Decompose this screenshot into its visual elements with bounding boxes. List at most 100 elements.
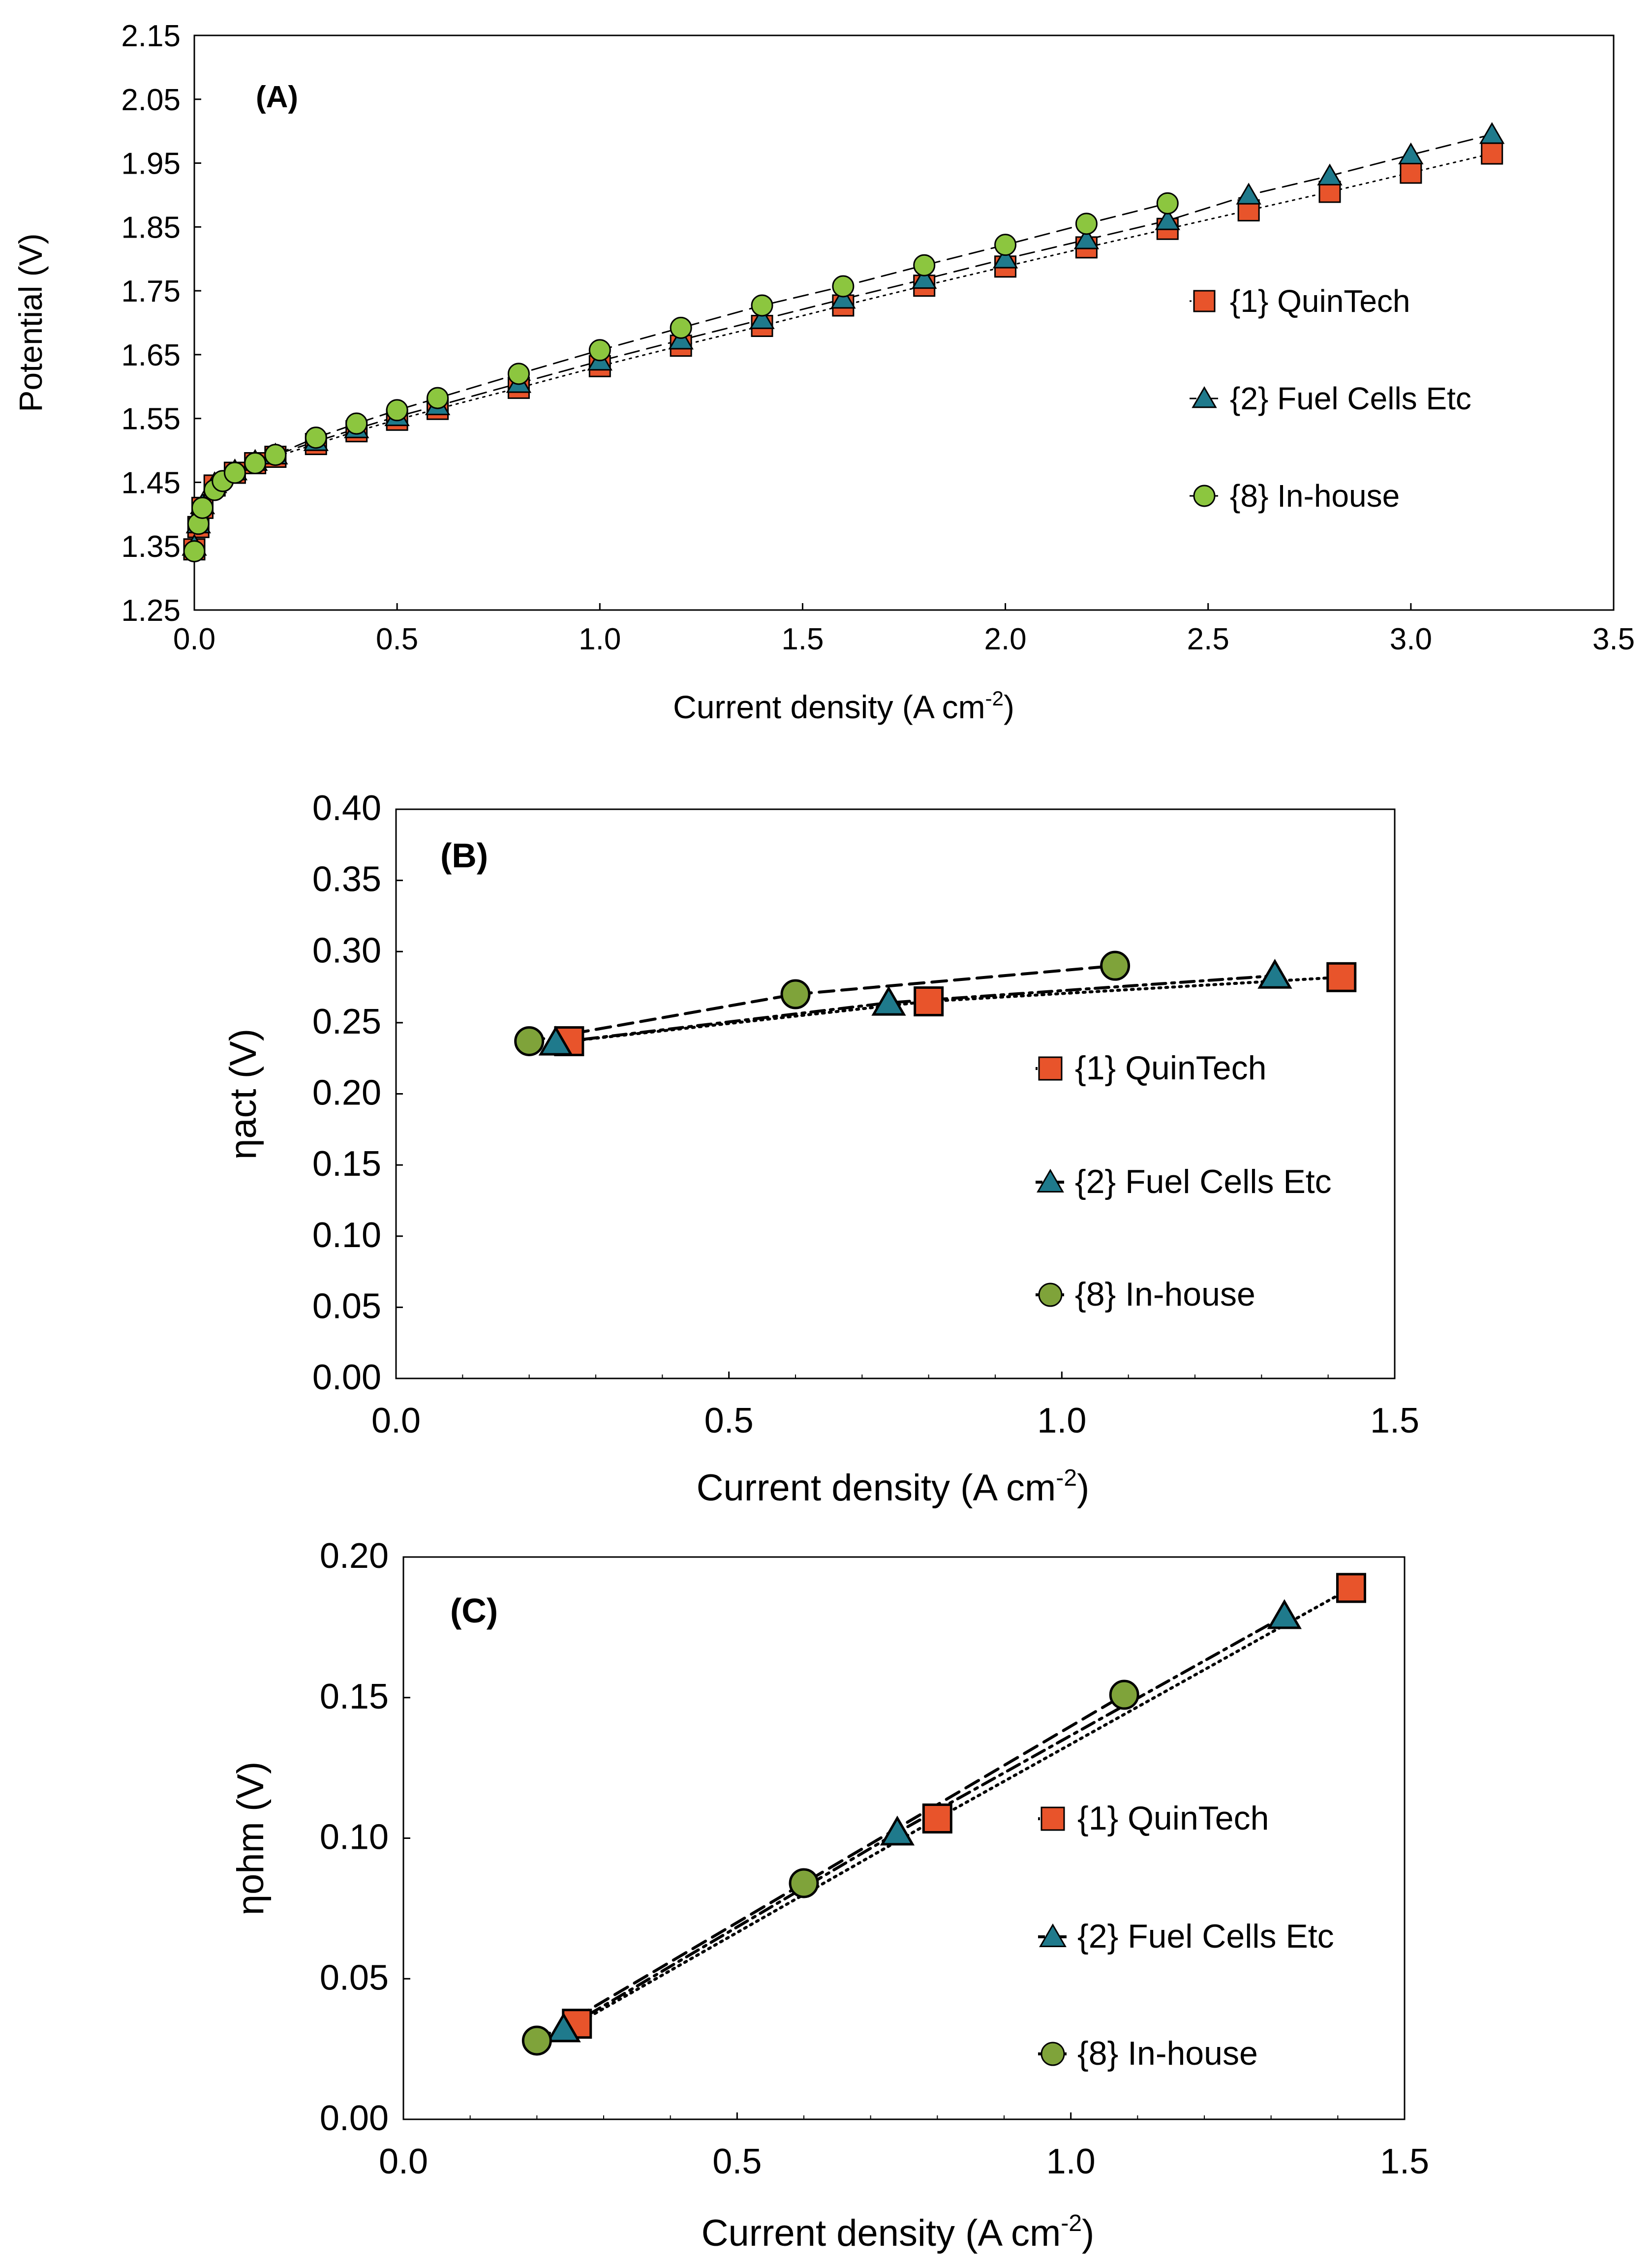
panel-b: 0.0 0.5 1.0 1.5 0.00 0.05 0.10 0.15 0.20 0.25 0.30… [222,789,1419,1509]
x-tick-label: 0.5 [712,2142,762,2181]
series-line [193,153,1493,550]
ticks: 0.0 0.5 1.0 1.5 2.0 2.5 3.0 3.5 1.25 1.35 1.45 1.55… [121,19,1635,656]
y-tick-label: 1.45 [121,466,181,500]
series-markers [182,122,1505,563]
y-tick-label: 0.25 [312,1002,381,1041]
legend: {1} QuinTech {2} Fuel Cells Etc {8} In-hou… [1036,1049,1332,1313]
data-point-triangle [1479,122,1505,144]
y-axis-title: ηact (V) [222,1029,264,1160]
data-point-circle [1075,213,1098,235]
x-tick-label: 3.0 [1390,622,1432,656]
y-tick-label: 0.05 [312,1286,381,1326]
panel-label: (A) [256,80,298,114]
data-point-circle [780,979,811,1009]
y-tick-label: 2.05 [121,83,181,117]
y-tick-label: 2.15 [121,19,181,53]
data-point-circle [588,339,611,362]
data-point-triangle [871,985,906,1016]
data-point-triangle [880,1815,915,1846]
data-point-triangle [668,327,694,350]
legend-label: {2} Fuel Cells Etc [1075,1163,1332,1200]
data-point-circle [514,1026,545,1056]
data-point-circle [345,412,368,435]
y-tick-label: 0.40 [312,789,381,828]
y-tick-label: 0.30 [312,931,381,970]
panel-c: 0.0 0.5 1.0 1.5 0.00 0.05 0.10 0.15 0.20 (C) Cur… [230,1536,1429,2254]
y-tick-label: 1.55 [121,402,181,436]
x-tick-label: 0.5 [376,622,418,656]
x-axis-title: Current density (A cm-2) [673,687,1014,725]
data-point-square [1481,142,1503,165]
panel-label: (B) [440,836,488,875]
y-tick-label: 1.75 [121,275,181,308]
data-point-square [922,1803,952,1833]
data-point-circle [994,234,1017,256]
data-point-circle [832,275,855,298]
y-tick-label: 1.95 [121,147,181,181]
y-tick-label: 0.10 [320,1818,389,1857]
data-point-square [1326,962,1357,992]
y-axis-title: Potential (V) [12,233,49,412]
x-tick-label: 1.5 [1380,2142,1429,2181]
data-point-triangle [749,307,775,329]
ticks: 0.0 0.5 1.0 1.5 0.00 0.05 0.10 0.15 0.20 [320,1536,1429,2181]
data-point-circle [913,254,936,276]
y-tick-label: 0.20 [312,1073,381,1113]
x-tick-label: 0.5 [704,1401,754,1440]
data-point-circle [1156,192,1179,214]
data-point-triangle [912,267,937,289]
x-tick-label: 0.0 [379,2142,428,2181]
legend-label: {1} QuinTech [1077,1800,1269,1837]
legend-marker-square [1193,290,1216,312]
data-point-triangle [830,286,856,309]
series-line [562,1615,1286,2031]
legend-label: {2} Fuel Cells Etc [1230,381,1471,416]
data-point-circle [670,316,692,339]
y-tick-label: 1.25 [121,594,181,628]
legend-label: {1} QuinTech [1230,283,1410,319]
data-point-triangle [1236,183,1261,205]
data-point-circle [521,2025,552,2056]
legend-label: {8} In-house [1075,1276,1255,1313]
data-point-circle [427,387,449,409]
data-point-circle [191,496,214,519]
data-point-square [1400,161,1422,184]
data-point-triangle [1257,959,1292,989]
data-point-triangle [538,1025,573,1056]
data-point-triangle [1073,227,1100,249]
series-line [193,133,1493,547]
legend: {1} QuinTech {2} Fuel Cells Etc {8} In-hou… [1038,1800,1334,2072]
x-tick-label: 1.5 [1370,1401,1419,1440]
data-point-circle [1109,1680,1139,1710]
x-tick-label: 3.5 [1592,622,1635,656]
x-tick-label: 0.0 [371,1401,421,1440]
legend-label: {8} In-house [1230,478,1400,514]
ticks: 0.0 0.5 1.0 1.5 0.00 0.05 0.10 0.15 0.20 0.25 0.30… [312,789,1419,1440]
data-point-circle [751,294,773,317]
y-tick-label: 1.65 [121,338,181,372]
series-markers [514,950,1357,1056]
x-tick-label: 2.5 [1187,622,1229,656]
legend-marker-circle [1038,1283,1063,1307]
legend-label: {1} QuinTech [1075,1049,1266,1087]
legend-marker-circle [1193,485,1216,507]
x-tick-label: 0.0 [173,622,215,656]
data-point-circle [305,427,327,449]
x-tick-label: 2.0 [984,622,1026,656]
data-point-circle [789,1868,819,1898]
data-point-triangle [1398,142,1424,165]
data-point-circle [183,540,206,563]
data-point-circle [507,363,530,385]
x-tick-label: 1.0 [1046,2142,1096,2181]
legend: {1} QuinTech {2} Fuel Cells Etc {8} In-hou… [1190,283,1471,514]
data-point-square [1336,1573,1366,1603]
y-tick-label: 1.35 [121,530,181,564]
plot-frame [193,34,1615,611]
y-tick-label: 0.35 [312,860,381,899]
data-point-circle [223,461,246,484]
x-tick-label: 1.0 [579,622,621,656]
data-point-square [914,986,944,1016]
data-point-triangle [992,246,1018,269]
y-tick-label: 0.15 [320,1677,389,1716]
